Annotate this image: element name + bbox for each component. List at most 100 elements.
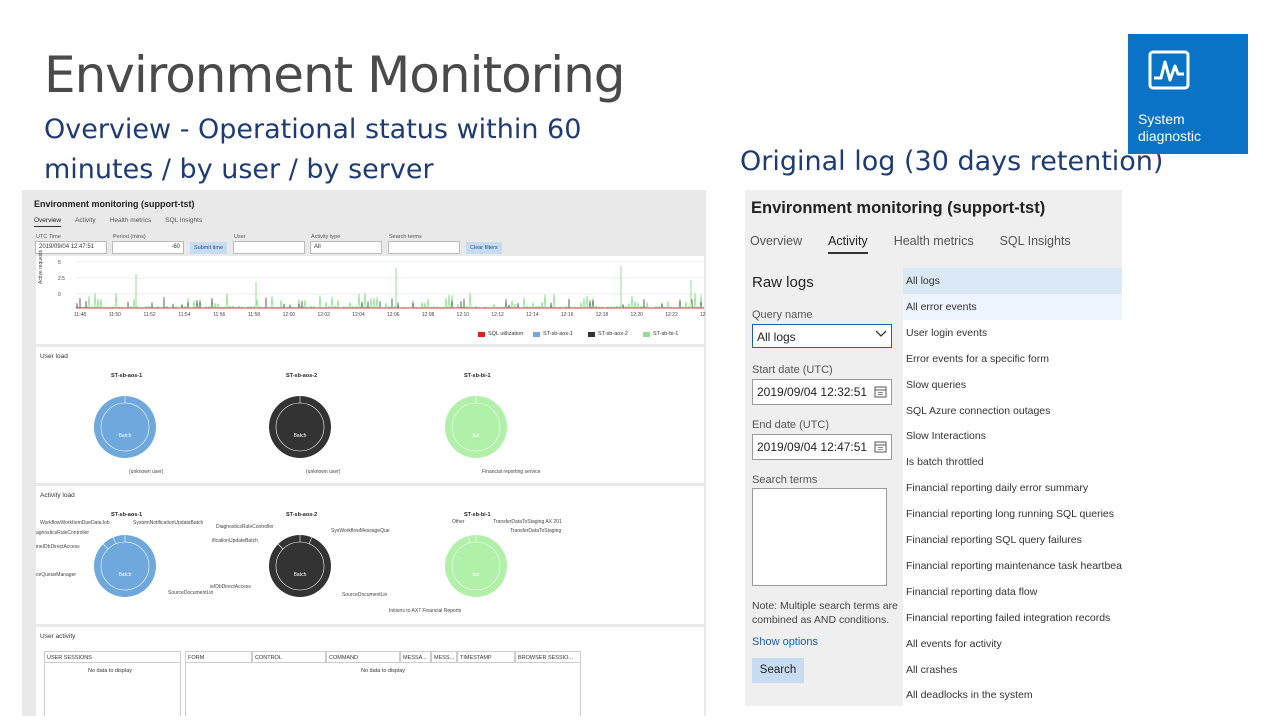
activity-load-server-3-donut: bat: [445, 535, 507, 597]
query-option[interactable]: Is batch throttled: [906, 456, 984, 469]
start-date-value: 2019/09/04 12:32:51: [757, 385, 868, 399]
legend-item[interactable]: SQL utilization: [478, 331, 523, 337]
tab-overview[interactable]: Overview: [750, 234, 803, 248]
tab-health-metrics[interactable]: Health metrics: [893, 234, 974, 248]
query-option[interactable]: Financial reporting daily error summary: [906, 482, 1089, 495]
column-header[interactable]: CONTROL: [252, 651, 326, 663]
activity-load-server-1-label-3: agnosticsRuleController: [36, 530, 90, 536]
legend-item[interactable]: ST-sb-bi-1: [643, 331, 678, 337]
query-option[interactable]: All events for activity: [906, 637, 1002, 650]
end-date-value: 2019/09/04 12:47:51: [757, 440, 868, 454]
x-tick-label: 11:50: [108, 312, 121, 318]
legend-item[interactable]: ST-sb-aos-2: [588, 331, 628, 337]
activity-type-label: Activity type: [311, 234, 341, 240]
user-load-server-2-center: Batch: [294, 433, 307, 439]
y-tick-label: 0: [58, 292, 61, 298]
tab-sql-insights[interactable]: SQL Insights: [999, 234, 1071, 248]
activity-load-server-3-label-2: TransferDataToStaging AX 201: [493, 519, 562, 525]
utc-input[interactable]: 2019/09/04 12:47:51: [35, 241, 107, 254]
activity-load-server-3-center: bat: [473, 572, 481, 578]
user-load-server-3-label: Financial reporting service: [482, 469, 541, 475]
tab-sql-insights[interactable]: SQL Insights: [165, 217, 203, 224]
user-load-server-3-name: ST-sb-bi-1: [464, 373, 491, 379]
query-option[interactable]: All error events: [903, 293, 1122, 320]
column-header[interactable]: MESS...: [431, 651, 457, 663]
legend-item[interactable]: ST-sb-aos-1: [533, 331, 573, 337]
column-header[interactable]: FORM: [185, 651, 252, 663]
user-load-server-1-donut: Batch: [94, 396, 156, 458]
activity-load-server-2-donut: Batch: [269, 535, 331, 597]
calendar-icon[interactable]: [874, 385, 887, 398]
query-option[interactable]: Financial reporting SQL query failures: [906, 534, 1082, 546]
legend-label: ST-sb-aos-1: [543, 331, 573, 337]
calendar-icon[interactable]: [874, 440, 887, 453]
start-date-input[interactable]: 2019/09/04 12:32:51: [752, 379, 892, 405]
user-sessions-empty: No data to display: [88, 668, 133, 674]
system-diagnostic-tile[interactable]: System diagnostic: [1128, 34, 1248, 154]
query-option[interactable]: Financial reporting failed integration r…: [906, 611, 1111, 624]
column-header[interactable]: MESSA...: [400, 651, 431, 663]
period-input[interactable]: -60: [112, 241, 184, 254]
user-load-title: User load: [40, 353, 68, 360]
clear-filters-button[interactable]: Clear filters: [466, 242, 502, 254]
tab-health-metrics[interactable]: Health metrics: [109, 217, 152, 224]
activity-load-server-3-label-1: Other: [452, 519, 465, 525]
activity-load-server-3-name: ST-sb-bi-1: [464, 512, 491, 518]
x-tick-label: 12:00: [282, 312, 296, 318]
user-input[interactable]: [233, 241, 305, 254]
slide-subtitle: Overview - Operational status within 60 …: [44, 114, 582, 185]
end-date-input[interactable]: 2019/09/04 12:47:51: [752, 434, 892, 460]
query-option[interactable]: Error events for a specific form: [906, 352, 1049, 365]
tab-overview[interactable]: Overview: [34, 217, 62, 227]
query-option[interactable]: Financial reporting data flow: [906, 585, 1038, 598]
submit-time-button[interactable]: Submit time: [190, 242, 228, 254]
user-sessions-header[interactable]: USER SESSIONS: [44, 651, 181, 663]
column-header[interactable]: COMMAND: [326, 651, 400, 663]
x-tick-label: 12:06: [387, 312, 400, 318]
query-option[interactable]: Slow queries: [906, 378, 967, 391]
query-option[interactable]: All logs: [903, 268, 1122, 294]
tab-activity[interactable]: Activity: [828, 234, 868, 254]
legend-swatch: [643, 331, 650, 337]
series-st-sb-aos-2: [75, 297, 704, 309]
column-header[interactable]: BROWSER SESSIO...: [515, 651, 581, 663]
dashboard-title: Environment monitoring (support-tst): [34, 199, 195, 209]
search-terms-input[interactable]: [388, 241, 460, 254]
user-load-server-3-donut: bat: [445, 396, 507, 458]
activity-load-server-1-label-5: ceQueueManager: [36, 572, 77, 578]
query-name-select[interactable]: All logs: [752, 324, 892, 348]
activity-table-empty: No data to display: [361, 668, 406, 674]
user-load-server-2-donut: Batch: [269, 396, 331, 458]
query-option[interactable]: Financial reporting long running SQL que…: [906, 508, 1114, 521]
query-option[interactable]: User login events: [906, 326, 988, 339]
query-option[interactable]: SQL Azure connection outages: [906, 404, 1051, 417]
activity-load-server-1-label-6: SourceDocumentLin: [168, 590, 214, 596]
utc-value: 2019/09/04 12:47:51: [39, 244, 95, 250]
monitor-pulse-icon: [1148, 50, 1190, 90]
query-option[interactable]: Slow Interactions: [906, 430, 986, 443]
series-st-sb-bi-1: [75, 292, 704, 309]
active-requests-panel: Active requests 11:48 11:50 11:52 11:54 11:5…: [36, 250, 706, 344]
query-option[interactable]: Financial reporting maintenance task hea…: [906, 559, 1122, 572]
search-terms-textarea[interactable]: [752, 488, 887, 586]
column-header[interactable]: TIMESTAMP: [457, 651, 515, 663]
utc-label: UTC Time: [36, 234, 61, 240]
query-name-label: Query name: [752, 309, 813, 321]
search-terms-label: Search terms: [752, 474, 818, 486]
legend-swatch: [588, 331, 595, 337]
x-tick-label: 11:52: [143, 312, 156, 318]
activity-load-server-3-label-3: TransferDataToStaging: [510, 528, 562, 534]
activity-type-select[interactable]: All: [310, 241, 382, 254]
period-label: Period (mins): [113, 234, 146, 240]
x-tick-label: 12:20: [630, 312, 643, 318]
search-button[interactable]: Search: [752, 658, 804, 683]
original-log-title: Original log (30 days retention): [740, 146, 1164, 177]
show-options-link[interactable]: Show options: [752, 636, 819, 648]
x-tick-label: 12:04: [352, 312, 365, 318]
period-value: -60: [171, 244, 180, 250]
query-option[interactable]: All deadlocks in the system: [906, 689, 1033, 702]
query-option[interactable]: All crashes: [906, 663, 958, 676]
x-tick-label: 12:10: [456, 312, 470, 318]
activity-load-server-1-label-2: SystemNotificationUpdateBatch: [133, 520, 204, 526]
tab-activity[interactable]: Activity: [75, 217, 96, 224]
